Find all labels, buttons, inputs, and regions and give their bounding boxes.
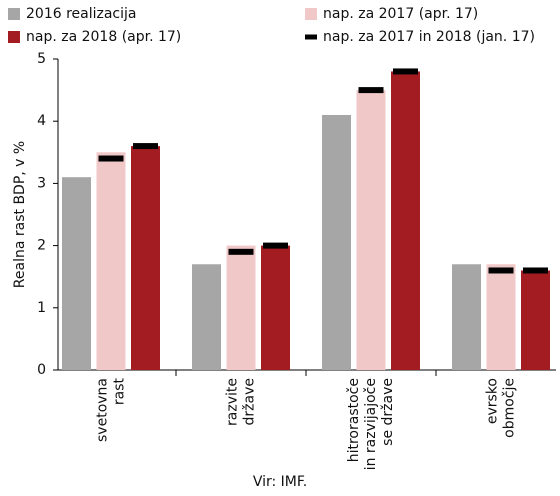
legend-label: nap. za 2017 in 2018 (jan. 17) [323,29,535,45]
y-axis-label: Realna rast BDP, v % [12,141,28,288]
x-tick-label: rast [112,377,128,405]
x-tick-label: se države [380,378,396,446]
y-tick-label: 2 [37,238,46,254]
legend-swatch [305,8,317,20]
y-tick-label: 4 [37,113,46,129]
legend-marker [305,34,317,40]
legend-swatch [8,8,20,20]
y-tick-label: 0 [37,362,46,378]
bar [521,270,550,370]
y-tick-label: 5 [37,51,46,67]
bar [62,177,91,370]
marker [393,68,418,75]
bar [322,114,351,370]
bar [192,264,221,370]
marker [98,155,124,162]
y-tick-label: 3 [37,175,46,191]
marker [523,267,548,274]
bar [356,90,386,370]
bar [226,245,256,370]
x-tick-label: in razvijajoče [363,378,379,470]
marker [263,242,288,249]
bar [131,146,160,370]
bar [452,264,481,370]
x-tick-label: območje [502,378,518,438]
bar [261,245,290,370]
bar [486,264,516,370]
x-tick-label: svetovna [95,378,111,442]
x-tick-label: razvite [225,378,241,426]
marker [133,143,158,150]
legend-label: nap. za 2017 (apr. 17) [323,6,478,22]
marker [228,248,254,255]
legend-swatch [8,31,20,43]
marker [488,267,514,274]
y-tick-label: 1 [37,300,46,316]
x-tick-label: države [242,378,258,425]
bar [96,152,126,370]
bar [391,71,420,370]
legend-label: 2016 realizacija [26,6,136,22]
legend-label: nap. za 2018 (apr. 17) [26,29,181,45]
x-tick-label: hitrorastoče [346,378,362,462]
marker [358,87,384,94]
source: Vir: IMF. [253,474,307,490]
x-tick-label: evrsko [485,378,501,424]
